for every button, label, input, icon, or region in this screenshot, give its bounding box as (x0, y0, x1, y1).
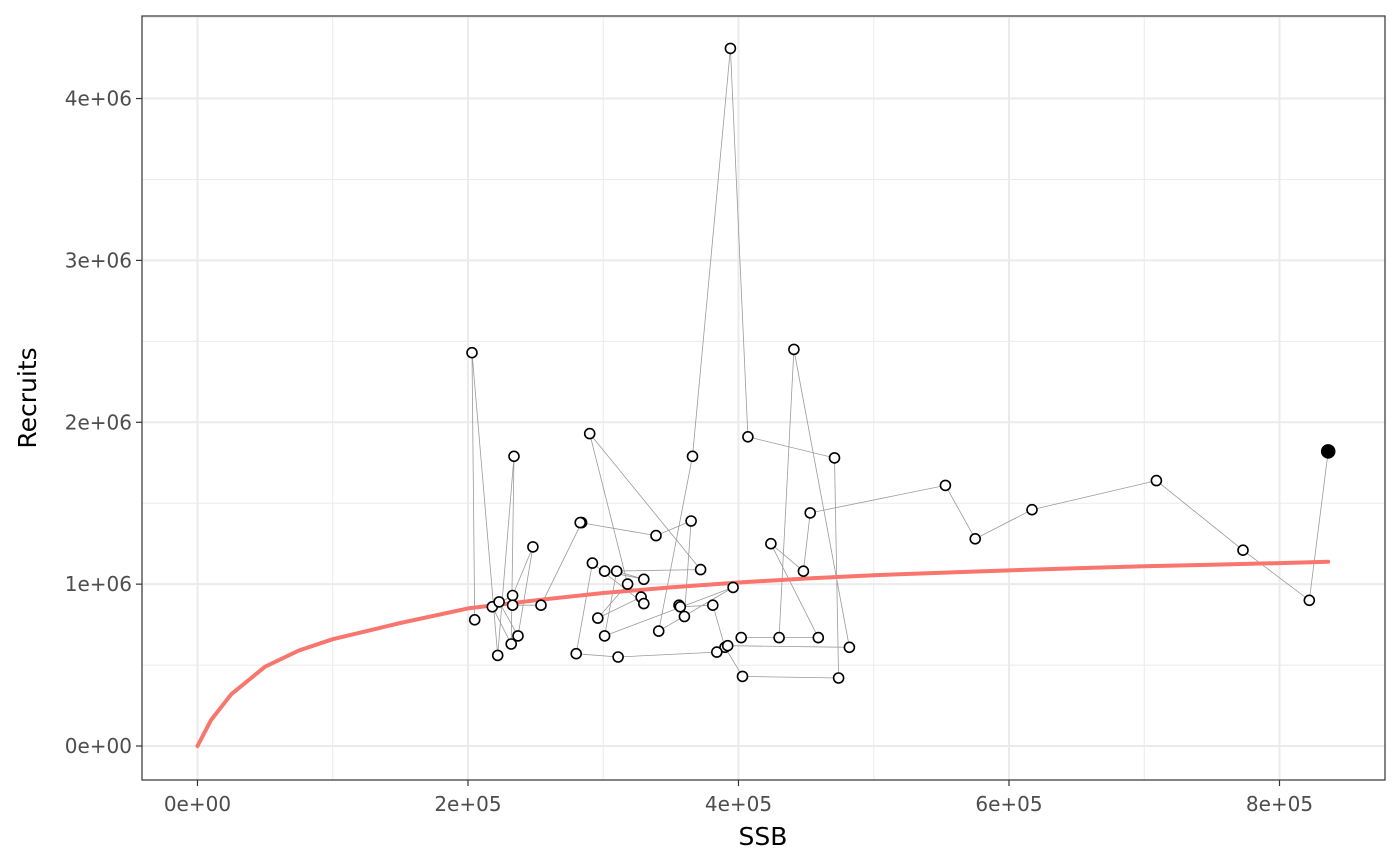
data-point (652, 625, 665, 637)
data-point (598, 630, 611, 642)
y-tick-label: 2e+06 (65, 410, 132, 434)
data-point (727, 581, 739, 594)
data-point (678, 610, 691, 623)
fit-curve (195, 559, 1331, 748)
y-tick-label: 4e+06 (65, 87, 132, 111)
data-point (1303, 594, 1316, 607)
x-axis: 0e+00 2e+05 4e+05 6e+05 8e+05 (164, 780, 1313, 816)
data-point (468, 613, 481, 626)
data-point (969, 532, 982, 545)
data-point (508, 450, 520, 463)
x-tick-label: 0e+00 (164, 792, 231, 816)
data-point (686, 450, 699, 463)
x-tick-label: 6e+05 (975, 792, 1042, 816)
data-point (694, 563, 707, 576)
data-point (710, 646, 723, 658)
data-point (591, 612, 604, 624)
y-tick-label: 0e+00 (65, 734, 132, 758)
data-point (491, 649, 504, 662)
data-point (637, 573, 650, 586)
data-point (570, 647, 583, 660)
data-points (466, 42, 1336, 684)
data-point (674, 600, 687, 613)
data-point (843, 641, 856, 654)
data-point (685, 515, 697, 527)
x-tick-label: 4e+05 (705, 792, 772, 816)
x-tick-label: 2e+05 (434, 792, 501, 816)
data-point (939, 479, 952, 492)
data-point (535, 599, 547, 612)
fit-line (195, 559, 1331, 748)
y-axis-title: Recruits (13, 347, 42, 448)
y-axis: 0e+00 1e+06 2e+06 3e+06 4e+06 (65, 87, 142, 758)
data-point (765, 537, 777, 550)
data-point (797, 565, 810, 578)
grid-major (142, 16, 1385, 780)
data-point (610, 565, 623, 578)
data-point (1150, 474, 1163, 487)
data-point (706, 599, 719, 612)
data-point (788, 343, 800, 356)
data-point (812, 631, 825, 644)
data-point (598, 565, 611, 578)
data-point (583, 427, 596, 440)
data-point (574, 516, 587, 529)
data-point (493, 596, 505, 608)
plot-background (142, 16, 1385, 780)
data-point (527, 541, 539, 553)
data-point (506, 599, 519, 612)
data-point (724, 42, 737, 55)
data-point (466, 346, 478, 359)
data-point (828, 452, 841, 464)
data-point (621, 578, 634, 590)
data-point (736, 670, 749, 683)
panel-border (141, 15, 1386, 781)
data-point (804, 507, 817, 519)
grid-minor (142, 16, 1385, 780)
data-point (832, 672, 845, 684)
data-point (506, 589, 519, 602)
data-point (586, 557, 599, 569)
data-point (1237, 544, 1249, 557)
y-tick-label: 1e+06 (65, 572, 132, 596)
data-point (512, 630, 524, 642)
data-point (742, 430, 754, 443)
data-point (1026, 503, 1038, 516)
data-point (721, 639, 734, 652)
data-point (505, 638, 518, 650)
data-point (773, 631, 785, 644)
highlight-point (1320, 444, 1336, 459)
data-point (637, 597, 650, 610)
x-axis-title: SSB (739, 822, 788, 851)
data-point (650, 529, 662, 542)
x-tick-label: 8e+05 (1246, 792, 1313, 816)
y-tick-label: 3e+06 (65, 248, 132, 272)
data-point (612, 651, 624, 663)
data-point (735, 631, 748, 644)
